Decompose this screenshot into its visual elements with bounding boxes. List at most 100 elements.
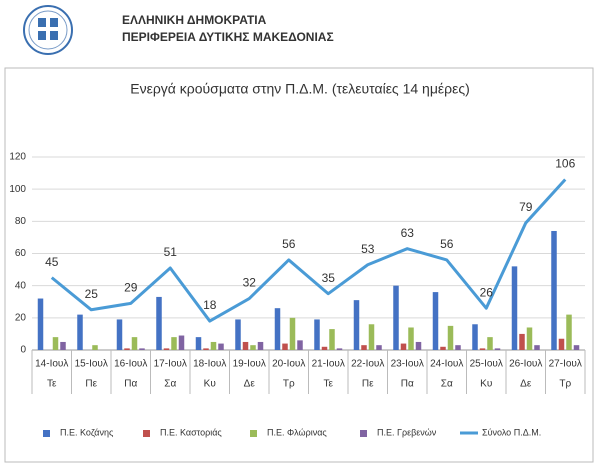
bar	[37, 298, 44, 350]
y-tick-label: 100	[9, 184, 26, 195]
x-tick-label: 26-Ιουλ	[509, 359, 542, 370]
bar	[566, 314, 572, 350]
data-label: 53	[361, 242, 375, 256]
header-line: ΕΛΛΗΝΙΚΗ ΔΗΜΟΚΡΑΤΙΑ	[122, 13, 267, 27]
bar	[376, 345, 382, 350]
weekday-label: Δε	[244, 379, 256, 390]
bar	[361, 345, 367, 350]
bar	[171, 337, 177, 350]
bar	[447, 325, 454, 350]
weekday-label: Πα	[124, 379, 137, 390]
bar	[52, 337, 59, 350]
data-label: 45	[45, 255, 59, 269]
weekday-label: Σα	[441, 379, 453, 390]
bar	[408, 327, 414, 350]
data-label: 26	[480, 285, 494, 299]
weekday-label: Πα	[401, 379, 414, 390]
weekday-label: Πε	[85, 379, 97, 390]
x-tick-label: 15-Ιουλ	[75, 359, 108, 370]
legend-swatch	[43, 430, 50, 437]
data-label: 56	[282, 237, 296, 251]
legend-swatch	[250, 430, 257, 437]
data-label: 29	[124, 281, 138, 295]
bar	[353, 300, 360, 350]
bar	[77, 314, 83, 350]
bar	[400, 343, 407, 350]
legend-swatch	[143, 430, 150, 437]
bar	[573, 345, 580, 350]
x-tick-label: 21-Ιουλ	[312, 359, 345, 370]
bar	[534, 345, 540, 350]
bar	[195, 337, 202, 350]
legend-label: Π.Ε. Γρεβενών	[377, 427, 437, 437]
x-tick-label: 25-Ιουλ	[470, 359, 503, 370]
bar	[551, 230, 557, 350]
x-tick-label: 16-Ιουλ	[114, 359, 147, 370]
x-tick-label: 22-Ιουλ	[351, 359, 384, 370]
bar	[235, 319, 241, 350]
bar	[60, 341, 66, 350]
weekday-label: Δε	[520, 379, 532, 390]
x-tick-label: 27-Ιουλ	[549, 359, 582, 370]
line	[50, 178, 567, 323]
y-tick-label: 0	[20, 345, 26, 356]
weekday-label: Τρ	[283, 379, 295, 390]
bar	[178, 335, 185, 350]
bar	[519, 333, 525, 350]
bar	[274, 308, 281, 350]
weekday-label: Κυ	[204, 379, 216, 390]
legend-label: Π.Ε. Καστοριάς	[160, 427, 222, 437]
bar	[415, 341, 422, 350]
bar	[455, 345, 461, 350]
data-label: 18	[203, 298, 217, 312]
weekday-label: Τε	[47, 379, 57, 390]
bar	[393, 285, 399, 350]
legend-label: Π.Ε. Κοζάνης	[60, 427, 114, 437]
x-tick-label: 19-Ιουλ	[233, 359, 266, 370]
bar	[250, 345, 256, 350]
x-tick-label: 24-Ιουλ	[430, 359, 463, 370]
bar	[156, 296, 162, 350]
chart-title: Ενεργά κρούσματα στην Π.Δ.Μ. (τελευταίες…	[130, 81, 470, 97]
bar	[526, 327, 533, 350]
bar	[321, 346, 328, 350]
legend-label: Π.Ε. Φλώρινας	[267, 427, 327, 437]
bar	[242, 341, 249, 350]
x-tick-label: 17-Ιουλ	[154, 359, 187, 370]
x-tick-label: 23-Ιουλ	[391, 359, 424, 370]
data-label: 25	[85, 287, 99, 301]
data-label: 79	[519, 200, 533, 214]
bar	[472, 324, 478, 350]
bar	[139, 348, 145, 350]
bar	[558, 338, 565, 350]
legend-swatch	[360, 430, 367, 437]
data-label: 106	[555, 157, 575, 171]
x-tick-label: 20-Ιουλ	[272, 359, 305, 370]
bar	[210, 341, 217, 350]
bar	[368, 324, 375, 350]
bar	[203, 348, 209, 350]
bar	[297, 340, 303, 350]
bar	[124, 348, 130, 350]
data-label: 63	[401, 226, 415, 240]
emblem	[23, 5, 73, 55]
bar	[479, 348, 486, 350]
bar	[511, 266, 518, 350]
data-label: 51	[164, 245, 178, 259]
data-label: 32	[243, 276, 257, 290]
y-tick-label: 120	[9, 152, 26, 163]
bar	[163, 348, 170, 350]
weekday-label: Πε	[362, 379, 374, 390]
y-tick-label: 40	[15, 280, 27, 291]
y-tick-label: 20	[15, 312, 27, 323]
header-line: ΠΕΡΙΦΕΡΕΙΑ ΔΥΤΙΚΗΣ ΜΑΚΕΔΟΝΙΑΣ	[122, 30, 334, 44]
chart-frame	[4, 67, 594, 463]
y-tick-label: 60	[15, 248, 27, 259]
bar	[432, 292, 439, 350]
bar	[336, 348, 343, 350]
bar	[494, 348, 501, 350]
legend-label: Σύνολο Π.Δ.Μ.	[482, 427, 541, 437]
bar	[116, 319, 123, 350]
weekday-label: Τρ	[559, 379, 571, 390]
